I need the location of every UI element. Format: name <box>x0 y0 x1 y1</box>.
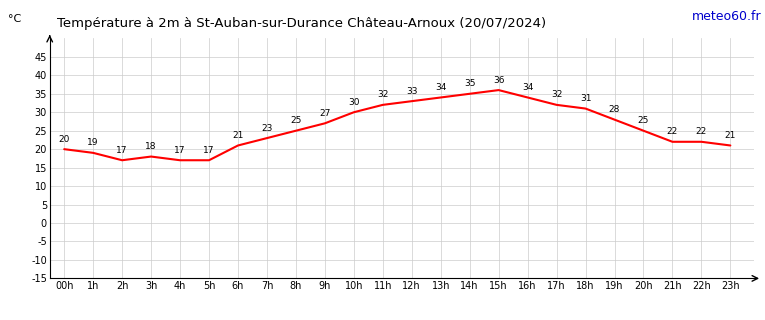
Text: 18: 18 <box>145 142 157 151</box>
Text: 22: 22 <box>667 127 678 136</box>
Text: °C: °C <box>8 14 21 24</box>
Text: 27: 27 <box>319 109 330 118</box>
Text: 23: 23 <box>262 124 272 132</box>
Text: 20: 20 <box>58 135 70 144</box>
Text: 17: 17 <box>116 146 128 155</box>
Text: Température à 2m à St-Auban-sur-Durance Château-Arnoux (20/07/2024): Température à 2m à St-Auban-sur-Durance … <box>57 17 546 30</box>
Text: 32: 32 <box>377 90 389 99</box>
Text: meteo60.fr: meteo60.fr <box>692 10 761 23</box>
Text: 36: 36 <box>493 76 504 84</box>
Text: 34: 34 <box>522 83 533 92</box>
Text: 21: 21 <box>724 131 736 140</box>
Text: 25: 25 <box>638 116 649 125</box>
Text: 32: 32 <box>551 90 562 99</box>
Text: 31: 31 <box>580 94 591 103</box>
Text: 19: 19 <box>87 138 99 147</box>
Text: 21: 21 <box>233 131 244 140</box>
Text: 17: 17 <box>203 146 215 155</box>
Text: 35: 35 <box>464 79 475 88</box>
Text: 28: 28 <box>609 105 620 114</box>
Text: 17: 17 <box>174 146 186 155</box>
Text: 25: 25 <box>290 116 301 125</box>
Text: 30: 30 <box>348 98 360 107</box>
Text: 34: 34 <box>435 83 447 92</box>
Text: 22: 22 <box>695 127 707 136</box>
Text: 33: 33 <box>406 87 418 96</box>
